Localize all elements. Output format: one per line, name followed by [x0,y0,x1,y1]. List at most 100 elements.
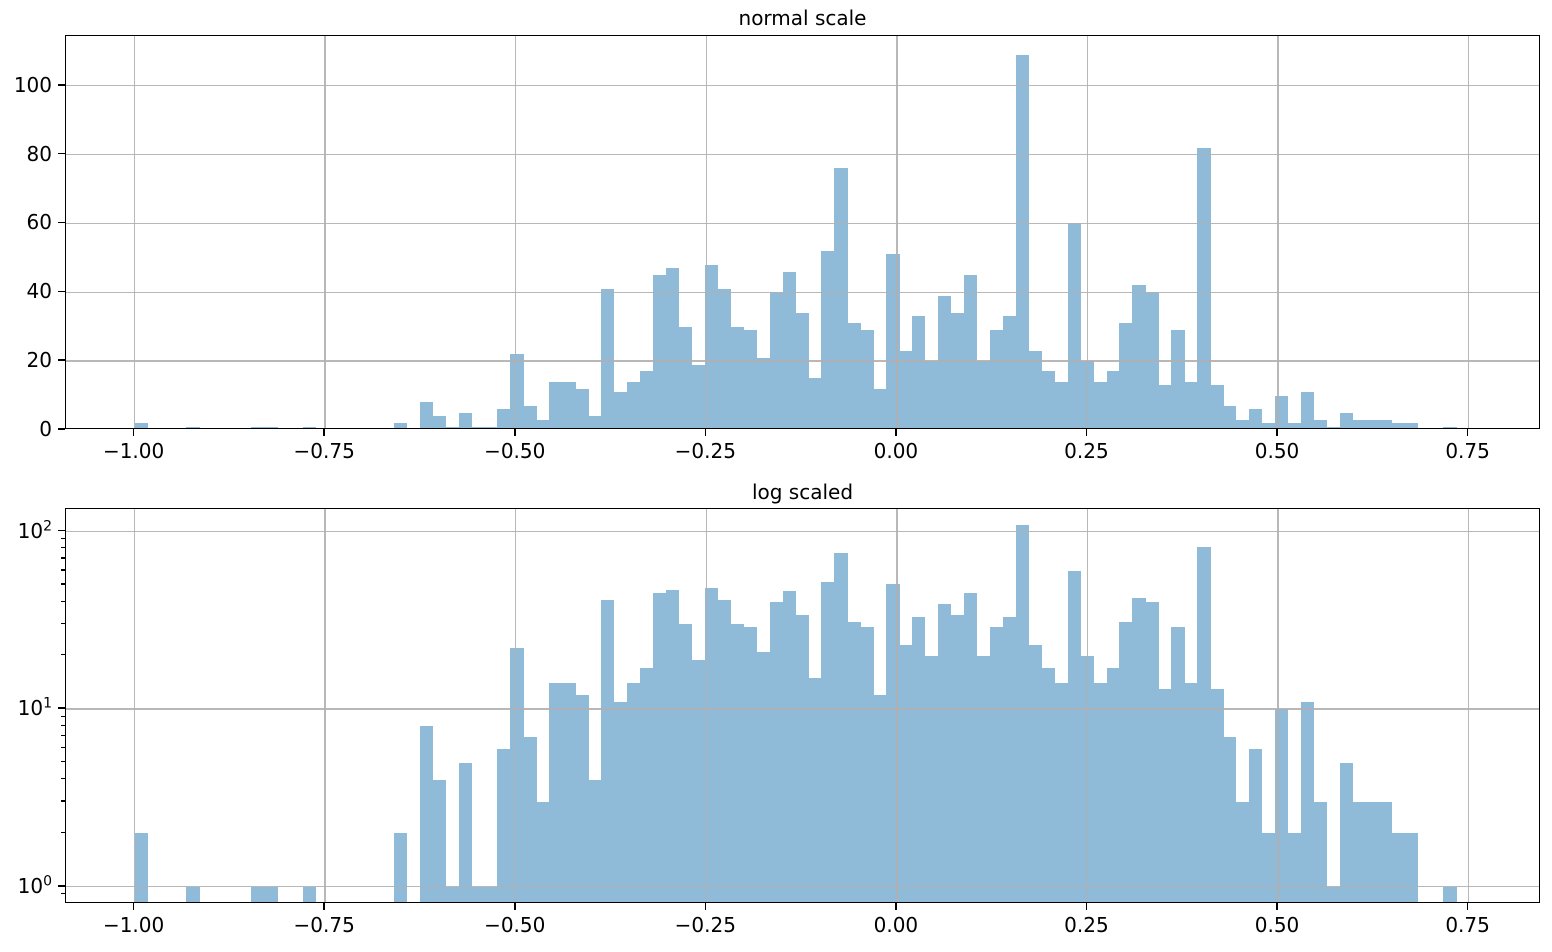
gridline-vertical [1467,509,1470,902]
histogram-bar [303,886,317,902]
histogram-bar [976,361,991,428]
histogram-bar [1404,423,1418,428]
gridline-vertical [133,509,136,902]
gridline-vertical [1277,509,1279,902]
histogram-bar [1197,147,1211,428]
histogram-bar [510,648,524,902]
y-minor-tick-mark [61,735,65,737]
histogram-bar [419,402,434,428]
histogram-bar [588,416,602,428]
panel-title-log-scaled: log scaled [751,480,854,504]
histogram-bar [251,886,265,902]
histogram-bar [717,288,732,428]
histogram-bar [393,423,408,428]
y-tick-mark [58,290,65,293]
histogram-bar [186,426,200,428]
x-tick-mark [132,429,135,436]
gridline-vertical [896,509,898,902]
histogram-bar [821,582,835,902]
x-tick-label: −0.50 [484,439,546,463]
histogram-bar [743,627,758,902]
histogram-bar [1352,802,1367,902]
y-tick-mark [58,359,65,361]
histogram-bar [847,621,861,902]
histogram-bar [1054,381,1069,428]
histogram-bar [976,655,991,902]
histogram-bar [1313,802,1328,902]
histogram-bar [445,886,459,902]
histogram-bar [1352,419,1367,428]
histogram-bar [769,292,783,428]
histogram-bar [497,409,511,428]
y-tick-label: 100 [17,873,52,898]
histogram-bar [730,624,745,902]
histogram-bar [795,614,809,902]
histogram-bar [1262,423,1276,428]
histogram-bar [588,779,602,902]
y-minor-tick-mark [61,715,65,717]
histogram-bar [1326,886,1341,902]
histogram-bar [549,683,563,902]
histogram-bar [1378,419,1392,428]
histogram-bar [432,416,446,428]
y-tick-mark [58,529,65,532]
y-minor-tick-mark [61,831,65,833]
histogram-bar [938,295,952,428]
histogram-bar [549,381,563,428]
histogram-bar [860,627,874,902]
x-tick-label: 0.25 [1064,913,1109,937]
y-tick-mark [58,428,65,430]
y-minor-tick-mark [61,569,65,571]
gridline-horizontal [66,530,1539,533]
histogram-bar [912,617,926,902]
histogram-bar [471,426,485,428]
x-tick-label: −1.00 [102,913,165,937]
histogram-bar [1028,350,1043,428]
y-minor-tick-mark [61,778,65,780]
gridline-vertical [705,36,707,428]
y-minor-tick-mark [61,746,65,749]
histogram-bar [873,695,887,902]
y-minor-tick-mark [61,600,65,602]
histogram-bar [1093,381,1107,428]
x-tick-mark [513,903,516,910]
histogram-bar [458,412,472,428]
histogram-bar [484,886,498,902]
histogram-bar [743,330,758,428]
histogram-bar [1041,668,1056,902]
histogram-bar [1158,688,1172,902]
y-minor-tick-mark [61,538,65,540]
histogram-bar [1041,371,1056,428]
histogram-bar [963,593,978,902]
y-tick-label: 80 [26,141,52,166]
x-tick-label: −1.00 [102,439,165,463]
histogram-bar [1236,419,1250,428]
gridline-vertical [896,36,898,428]
y-tick-mark [58,884,65,887]
x-tick-mark [1085,429,1088,436]
x-tick-label: −0.75 [293,913,355,937]
histogram-bar [471,886,485,902]
gridline-vertical [133,36,136,428]
histogram-bar [484,426,498,428]
histogram-bar [1184,381,1198,428]
histogram-bar [1197,546,1211,902]
x-tick-label: 0.75 [1445,913,1490,937]
histogram-bar [1067,570,1081,902]
histogram-bar [665,268,680,428]
y-tick-mark [58,707,65,709]
gridline-horizontal [66,886,1539,888]
x-tick-label: 0.25 [1064,439,1109,463]
y-tick-label: 40 [26,279,52,304]
histogram-bar [510,354,524,428]
histogram-bar [601,600,615,902]
histogram-bar [821,250,835,428]
histogram-bar [652,275,667,428]
y-tick-label: 102 [17,517,52,543]
x-tick-mark [1276,903,1278,910]
y-tick-label: 0 [39,417,52,441]
histogram-bar [1365,802,1380,902]
y-tick-mark [58,152,65,155]
histogram-bar [925,361,939,428]
y-minor-tick-mark [61,800,65,802]
